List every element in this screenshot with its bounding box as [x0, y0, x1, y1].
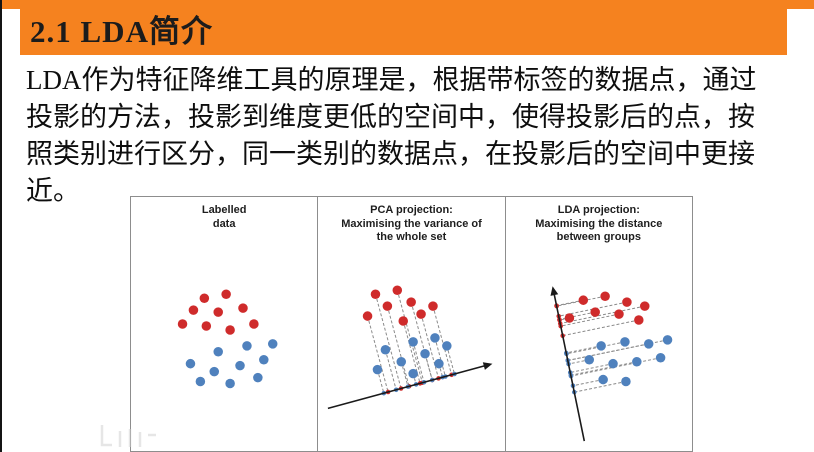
panel-title-lda-projection: LDA projection: Maximising the distance … [508, 204, 690, 245]
panel-lda-projection: LDA projection: Maximising the distance … [506, 197, 692, 451]
panel-title-line: PCA projection: [370, 204, 453, 216]
panel-title-line: Labelled [201, 204, 247, 216]
window-left-edge [0, 0, 2, 452]
watermark [100, 425, 156, 447]
panel-title-line: data [212, 217, 236, 230]
page-title: 2.1 LDA简介 [30, 14, 213, 49]
panel-title-line: Maximising the distance [535, 217, 663, 230]
body-text-line: 投影的方法，投影到维度更低的空间中，使得投影后的点，按 [26, 102, 755, 132]
title-bar: 2.1 LDA简介 [20, 9, 787, 55]
body-text: LDA作为特征降维工具的原理是，根据带标签的数据点，通过 投影的方法，投影到维度… [26, 62, 798, 210]
panel-title-pca-projection: PCA projection: Maximising the variance … [320, 204, 502, 245]
panel-title-line: LDA projection: [557, 204, 640, 216]
labelled-data-scatter [177, 289, 278, 389]
pca-projection-scatter [328, 285, 493, 410]
panel-title-line: the whole set [376, 231, 447, 243]
body-text-line: LDA作为特征降维工具的原理是，根据带标签的数据点，通过 [26, 65, 757, 95]
body-text-line: 照类别进行区分，同一类别的数据点，在投影后的空间中更接 [26, 139, 755, 169]
panel-title-line: Maximising the variance of [341, 217, 482, 230]
lda-pca-figure: Labelled data PCA projection: Maximising… [130, 196, 693, 452]
panel-pca-projection: PCA projection: Maximising the variance … [318, 197, 506, 451]
top-accent-bar [0, 0, 814, 9]
panel-title-labelled-data: Labelled data [133, 204, 315, 231]
panel-labelled-data: Labelled data [131, 197, 319, 451]
lda-projection-scatter [550, 286, 672, 442]
panel-title-line: between groups [556, 231, 641, 243]
body-text-line: 近。 [26, 176, 80, 206]
